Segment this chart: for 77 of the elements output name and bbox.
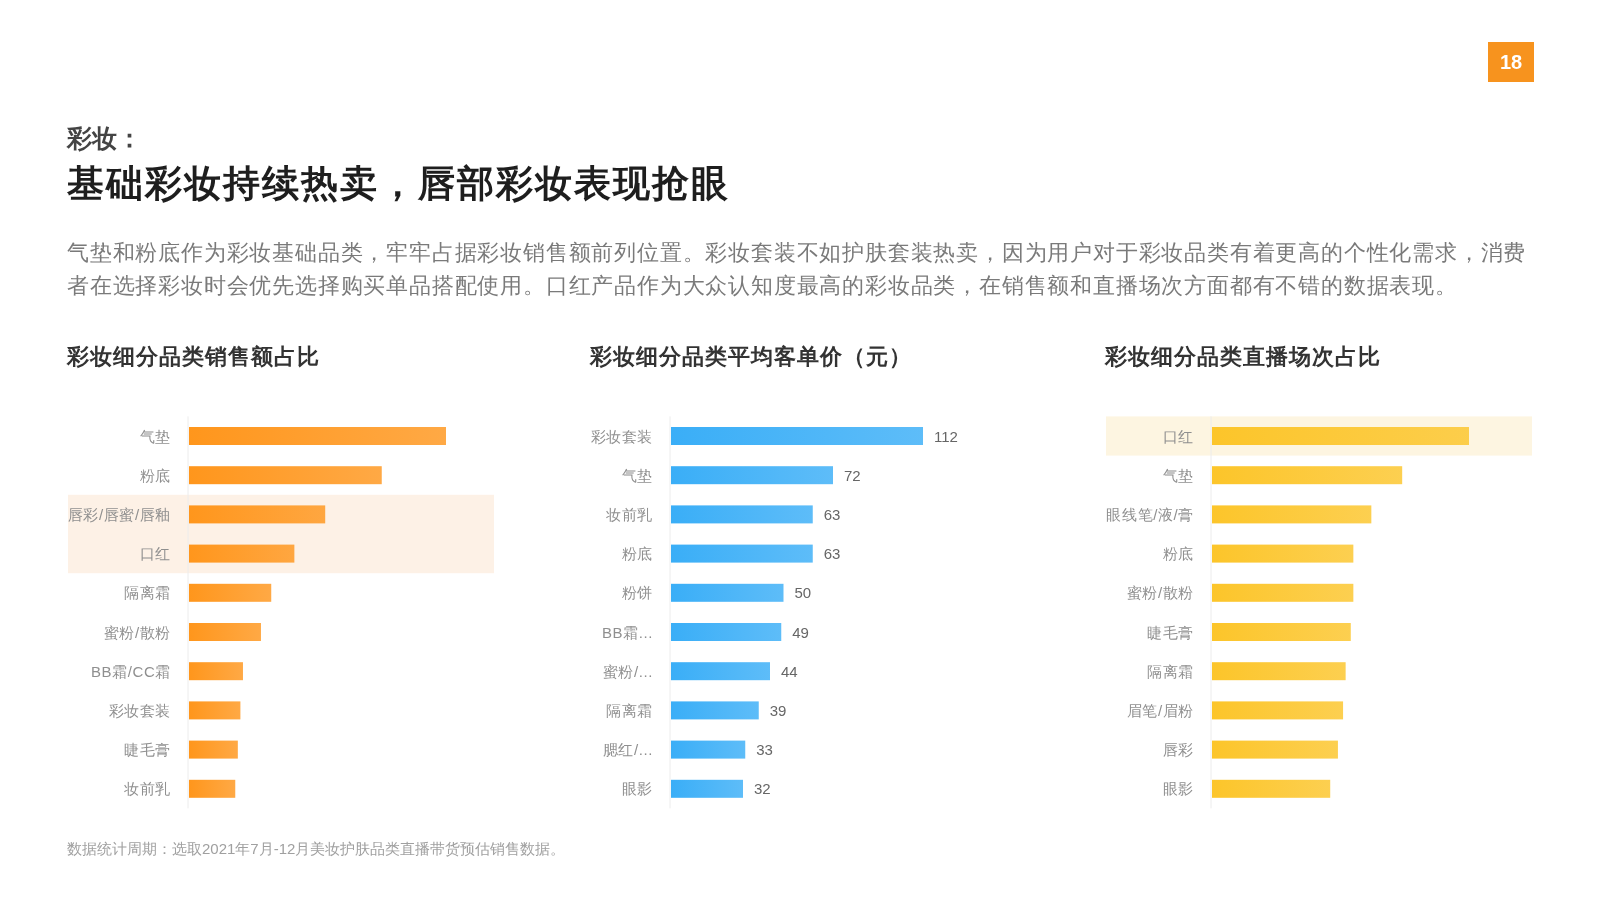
bar [671,544,813,563]
text: 彩妆： [67,123,142,154]
data-label: 39 [769,701,787,719]
bar [189,505,326,524]
bar [671,427,923,445]
y-tick-label: 粉底 [621,545,653,563]
y-tick-label: 气垫 [1162,466,1194,484]
y-tick-label: 唇彩 [1162,741,1194,759]
bar [671,583,784,602]
y-tick-label: 眼影 [1162,780,1194,798]
bar [1212,583,1354,602]
text: 数据统计周期：选取2021年7月-12月美妆护肤品类直播带货预估销售数据。 [67,840,566,859]
bar [189,466,382,485]
y-tick-label: BB霜... [601,623,653,641]
data-label: 49 [792,623,809,641]
y-tick-label: 眉笔/眉粉 [1126,701,1194,719]
data-label: 50 [794,584,812,602]
bar [189,623,261,641]
bar [1212,662,1346,681]
bar [189,544,295,563]
bar [1212,466,1403,485]
bar [671,701,759,720]
data-label: 44 [781,662,798,680]
y-tick-label: 妆前乳 [124,780,171,798]
bar [1212,544,1354,563]
text: 基础彩妆持续热卖，唇部彩妆表现抢眼 [67,162,730,206]
data-label: 33 [756,741,773,759]
y-tick-label: 粉饼 [621,584,653,602]
y-tick-label: 彩妆套装 [108,701,171,719]
data-label: 32 [754,780,771,798]
y-tick-label: 蜜粉/散粉 [103,623,171,641]
y-tick-label: 睫毛膏 [1147,623,1194,641]
y-tick-label: 隔离霜 [606,701,653,719]
bar [1212,779,1331,798]
bar [189,662,243,681]
data-label: 63 [823,505,841,523]
y-tick-label: 隔离霜 [124,584,171,602]
data-label: 63 [823,545,841,563]
bar [671,662,770,681]
data-label: 72 [844,466,861,484]
y-tick-label: BB霜/CC霜 [90,662,171,680]
bar [189,779,236,798]
bar [671,740,746,759]
bar [671,505,813,524]
y-tick-label: 妆前乳 [606,505,653,523]
bar [1212,427,1469,445]
y-tick-label: 口红 [139,545,171,563]
y-tick-label: 粉底 [139,466,171,484]
y-tick-label: 蜜粉/... [602,662,653,680]
y-tick-label: 彩妆套装 [590,427,653,445]
bar [1212,740,1338,759]
bar [1212,505,1372,524]
y-tick-label: 粉底 [1162,545,1194,563]
y-tick-label: 睫毛膏 [124,741,171,759]
bar [671,779,743,798]
bar [189,701,241,720]
bar [1212,623,1351,641]
bar [671,466,833,485]
text: 气垫和粉底作为彩妆基础品类，牢牢占据彩妆销售额前列位置。彩妆套装不如护肤套装热卖，因为用户对于彩妆品类有着更高的个性化需求，消费者在选择彩妆时会优先选择购买单品搭配使用。口红产品作为大众认知度最高的彩妆品类，在销售额和直播场次方面都有不错的数据表现。 [67,239,1528,300]
chart-title: 彩妆细分品类销售额占比 [67,343,320,371]
bar [1212,701,1344,720]
chart-title: 彩妆细分品类平均客单价（元） [590,343,912,371]
bar [671,623,782,641]
y-tick-label: 眼影 [621,780,653,798]
y-tick-label: 隔离霜 [1147,662,1194,680]
y-tick-label: 眼线笔/液/膏 [1106,505,1194,523]
y-tick-label: 口红 [1162,427,1194,445]
bar [189,740,238,759]
data-label: 112 [934,427,958,445]
y-tick-label: 腮红/... [602,741,653,759]
y-tick-label: 气垫 [139,427,171,445]
y-tick-label: 气垫 [621,466,653,484]
bar [189,583,272,602]
chart-title: 彩妆细分品类直播场次占比 [1105,343,1381,371]
y-tick-label: 蜜粉/散粉 [1126,584,1194,602]
bar [189,427,446,445]
y-tick-label: 唇彩/唇蜜/唇釉 [67,505,171,523]
